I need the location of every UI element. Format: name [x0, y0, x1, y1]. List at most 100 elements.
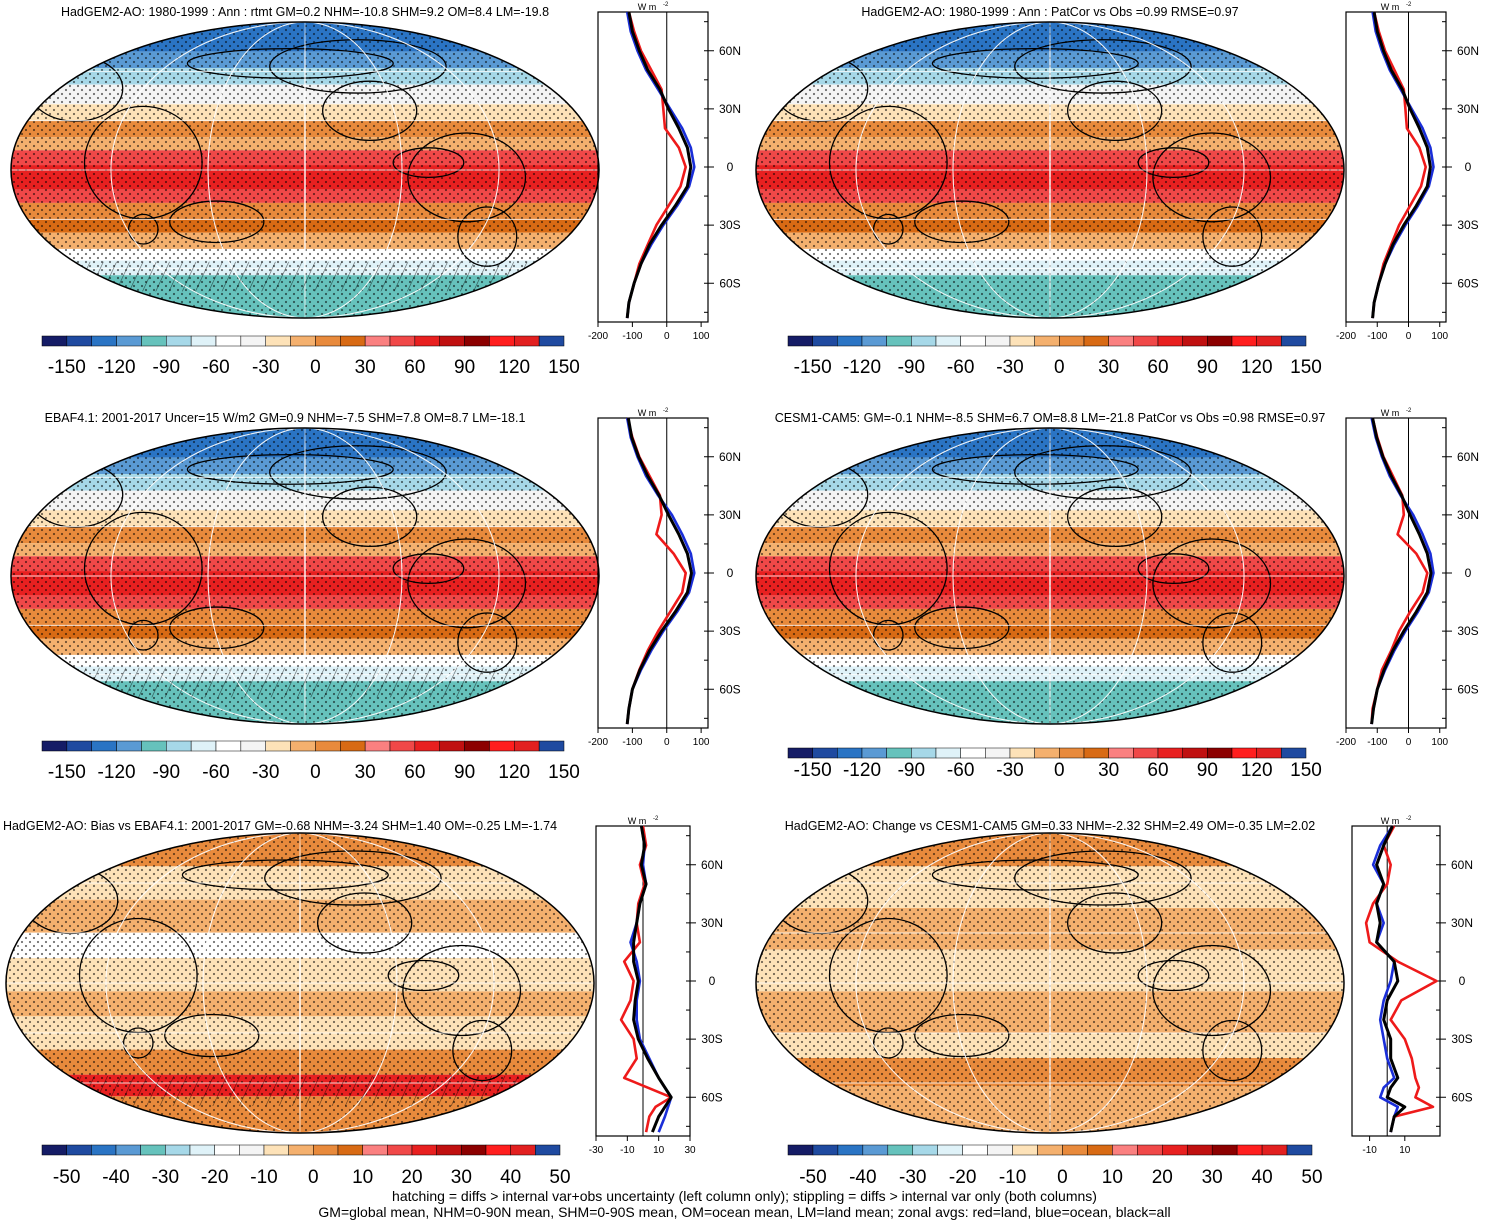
colorbar-swatch: [960, 335, 986, 347]
colorbar-swatch: [1261, 1144, 1288, 1156]
colorbar-swatch: [510, 1144, 536, 1156]
colorbar-label: -30: [252, 762, 279, 783]
colorbar-swatch: [313, 1144, 339, 1156]
colorbar-label: 30: [355, 762, 376, 783]
graticule-lon: [105, 833, 495, 1133]
colorbar-label: 90: [454, 762, 475, 783]
colorbar-swatch: [1207, 747, 1233, 759]
unit-exponent: -2: [1406, 2, 1412, 8]
colorbar-swatch: [240, 335, 266, 347]
colorbar-label: -60: [202, 357, 229, 378]
colorbar-swatch: [787, 747, 813, 759]
footer-note-hatching: hatching = diffs > internal var+obs unce…: [392, 1188, 1097, 1204]
x-tick-label: -100: [622, 737, 642, 748]
colorbar-label: -40: [102, 1167, 129, 1188]
colorbar-swatch: [962, 1144, 988, 1156]
colorbar-swatch: [985, 335, 1011, 347]
colorbar-label: 0: [1057, 1167, 1068, 1188]
graticule-lon: [855, 833, 1245, 1133]
colorbar-label: 150: [548, 762, 580, 783]
colorbar-label: -90: [153, 357, 180, 378]
colorbar-label: -150: [48, 762, 86, 783]
colorbar-swatch: [485, 1144, 511, 1156]
colorbar-label: 30: [1202, 1167, 1223, 1188]
lat-label: 30N: [1457, 508, 1479, 522]
zonal-mean-panel: W m -2 -200 -100 0 100 60N 30N 0 30S 60S: [1336, 408, 1479, 748]
colorbar-swatch: [489, 740, 515, 752]
colorbar-swatch: [165, 1144, 191, 1156]
continent-outline: [269, 39, 447, 94]
colorbar-swatch: [1236, 1144, 1263, 1156]
colorbar-swatch: [886, 747, 912, 759]
continent-outline: [186, 453, 394, 485]
continent-outline: [387, 959, 460, 992]
colorbar-swatch: [837, 1144, 864, 1156]
colorbar-swatch: [1133, 335, 1159, 347]
colorbar-label: 40: [500, 1167, 521, 1188]
continent-outline: [169, 200, 265, 244]
colorbar-label: 20: [1152, 1167, 1173, 1188]
colorbar-swatch: [1182, 335, 1208, 347]
x-tick-label: -30: [589, 1145, 604, 1156]
map-border: [10, 427, 600, 725]
lat-label: 30S: [719, 218, 740, 232]
x-tick-label: -200: [1336, 331, 1356, 342]
colorbar-swatch: [1211, 1144, 1238, 1156]
colorbar-label: 120: [498, 357, 530, 378]
colorbar-swatch: [1087, 1144, 1113, 1156]
colorbar-swatch: [1286, 1144, 1313, 1156]
lat-label: 60N: [1451, 858, 1473, 872]
map-field: [6, 833, 594, 1133]
colorbar-swatch: [91, 335, 117, 347]
lat-label: 60S: [719, 682, 740, 696]
continent-outline: [1137, 147, 1210, 179]
continent-outline: [392, 553, 465, 585]
map-field: [756, 833, 1344, 1133]
colorbar-swatch: [439, 740, 465, 752]
lat-label: 0: [1465, 160, 1472, 174]
colorbar-label: -60: [947, 357, 974, 378]
continent-outline: [127, 213, 159, 245]
colorbar-swatch: [41, 335, 68, 347]
x-tick-label: -100: [622, 331, 642, 342]
colorbar-swatch: [140, 1144, 166, 1156]
colorbar-label: 150: [1290, 357, 1322, 378]
colorbar-label: -150: [794, 760, 832, 781]
lat-label: 60N: [719, 450, 741, 464]
map-border: [10, 21, 600, 319]
lat-label: 30S: [701, 1032, 722, 1046]
continent-outline: [1066, 892, 1163, 954]
zonal-mean-panel: W m -2 -10 10 60N 30N 0 30S 60S: [1351, 816, 1473, 1156]
colorbar-swatch: [411, 1144, 437, 1156]
colorbar-label: -60: [947, 760, 974, 781]
colorbar-swatch: [1137, 1144, 1163, 1156]
unit-label: W m: [638, 2, 657, 12]
panel-p3: EBAF4.1: 2001-2017 Uncer=15 W/m2 GM=0.9 …: [10, 408, 741, 783]
lat-label: 60S: [1451, 1090, 1472, 1104]
colorbar-swatch: [340, 335, 366, 347]
colorbar-swatch: [315, 740, 341, 752]
colorbar-label: 0: [1054, 760, 1065, 781]
colorbar-swatch: [263, 1144, 289, 1156]
colorbar-swatch: [91, 740, 117, 752]
zonal-line-all: [1370, 417, 1433, 725]
graticule-lon: [952, 833, 1148, 1133]
colorbar-label: -90: [898, 760, 925, 781]
graticule-lon: [299, 833, 301, 1133]
colorbar-swatch: [1112, 1144, 1138, 1156]
colorbar-label: 90: [1197, 357, 1218, 378]
map-border: [755, 21, 1345, 319]
colorbar-label: -150: [48, 357, 86, 378]
colorbar-swatch: [861, 747, 887, 759]
continent-outline: [1202, 1019, 1263, 1082]
colorbar-swatch: [190, 335, 217, 347]
colorbar-label: 60: [404, 357, 425, 378]
colorbar-swatch: [214, 1144, 240, 1156]
zonal-mean-panel: W m -2 -30 -10 10 30 60N 30N 0 30S 60S: [589, 816, 723, 1156]
panel-title: EBAF4.1: 2001-2017 Uncer=15 W/m2 GM=0.9 …: [45, 411, 526, 425]
lat-label: 60N: [1457, 450, 1479, 464]
x-tick-label: -100: [1367, 737, 1387, 748]
zonal-axes-box: [1351, 825, 1441, 1137]
continent-outline: [931, 453, 1139, 485]
continent-outline: [872, 213, 904, 245]
